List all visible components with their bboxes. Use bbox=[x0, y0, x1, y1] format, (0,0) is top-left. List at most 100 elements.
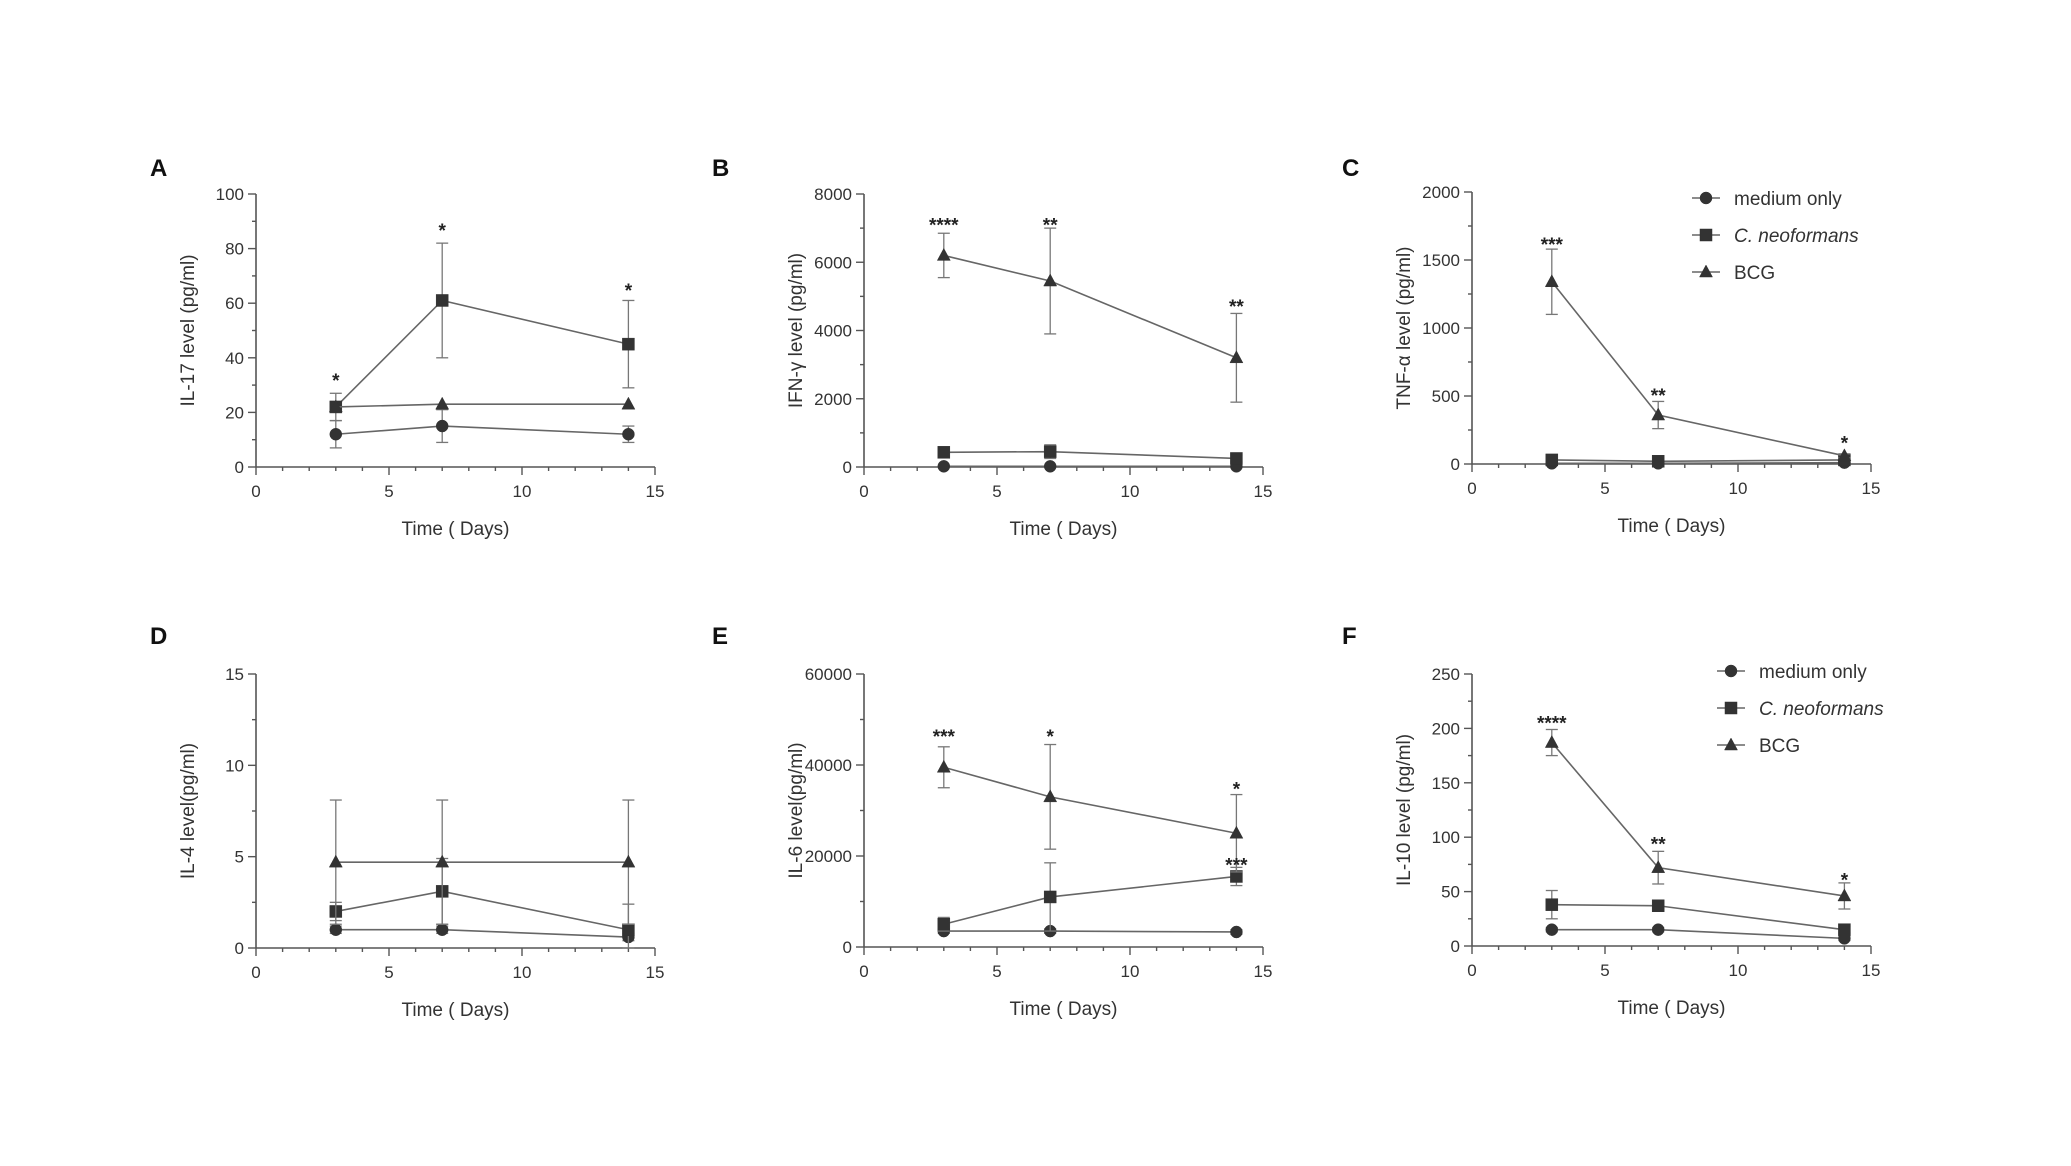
series-square bbox=[937, 444, 1243, 465]
data-point-triangle bbox=[1651, 407, 1666, 421]
x-tick-label: 10 bbox=[1121, 962, 1140, 981]
data-point-triangle bbox=[936, 759, 951, 773]
series-circle bbox=[329, 409, 635, 449]
y-tick-label: 0 bbox=[235, 939, 244, 958]
significance-label: *** bbox=[933, 727, 956, 748]
x-tick-label: 10 bbox=[1729, 479, 1748, 498]
data-point-triangle bbox=[936, 247, 951, 261]
y-tick-label: 10 bbox=[225, 756, 244, 775]
series-circle bbox=[1545, 923, 1851, 945]
series-triangle bbox=[328, 396, 636, 413]
data-point-square bbox=[1651, 455, 1665, 468]
legend-label: medium only bbox=[1734, 189, 1842, 210]
data-point-square bbox=[937, 918, 951, 931]
x-tick-label: 15 bbox=[1254, 482, 1273, 501]
data-point-square bbox=[1043, 445, 1057, 458]
series-line bbox=[335, 928, 629, 938]
series-line bbox=[335, 425, 629, 436]
series-circle bbox=[937, 460, 1243, 473]
y-tick-label: 0 bbox=[843, 938, 852, 957]
legend-label: BCG bbox=[1759, 736, 1800, 757]
y-tick-label: 5 bbox=[235, 848, 244, 867]
significance-label: * bbox=[1233, 779, 1241, 800]
y-axis-title: IL-10 level (pg/ml) bbox=[1394, 734, 1415, 886]
significance-label: ** bbox=[1651, 386, 1666, 407]
data-point-triangle bbox=[621, 396, 636, 410]
data-point-circle bbox=[1651, 923, 1665, 936]
significance-label: ** bbox=[1651, 834, 1666, 855]
data-point-triangle bbox=[621, 854, 636, 868]
x-axis-title: Time ( Days) bbox=[1009, 999, 1117, 1020]
x-tick-label: 5 bbox=[384, 963, 393, 982]
data-point-triangle bbox=[1837, 448, 1852, 462]
x-axis-title: Time ( Days) bbox=[401, 519, 509, 540]
series-line bbox=[943, 766, 1237, 835]
y-tick-label: 1000 bbox=[1422, 319, 1460, 338]
legend-label: BCG bbox=[1734, 263, 1775, 284]
x-axis-title: Time ( Days) bbox=[1617, 998, 1725, 1019]
series-square bbox=[1545, 453, 1851, 468]
data-point-triangle bbox=[435, 396, 450, 410]
series-square bbox=[329, 242, 635, 422]
data-point-circle bbox=[622, 427, 635, 441]
data-point-circle bbox=[937, 460, 951, 473]
data-point-square bbox=[622, 923, 635, 936]
significance-label: * bbox=[1841, 870, 1849, 891]
series-line bbox=[1551, 461, 1845, 465]
significance-label: *** bbox=[1225, 855, 1248, 876]
y-axis-title: IFN-γ level (pg/ml) bbox=[786, 253, 807, 408]
data-point-triangle bbox=[435, 854, 450, 868]
series-triangle bbox=[1544, 248, 1852, 462]
y-tick-label: 20 bbox=[225, 403, 244, 422]
panel-f: F 0 50 100 150 200 250 0 5 10 15 Time ( Days) IL-10 … bbox=[1342, 623, 1884, 1019]
data-point-square bbox=[622, 337, 635, 351]
x-tick-label: 15 bbox=[1862, 961, 1881, 980]
series-circle bbox=[1545, 456, 1851, 470]
series-triangle bbox=[1544, 728, 1852, 910]
data-point-triangle bbox=[1544, 274, 1559, 288]
x-tick-label: 10 bbox=[513, 963, 532, 982]
legend: medium only C. neoformans BCG bbox=[1717, 662, 1884, 757]
y-tick-label: 60000 bbox=[805, 665, 852, 684]
data-point-square bbox=[1545, 898, 1559, 911]
series-line bbox=[943, 450, 1237, 460]
series-line bbox=[943, 254, 1237, 359]
y-tick-label: 20000 bbox=[805, 847, 852, 866]
y-tick-label: 4000 bbox=[814, 322, 852, 341]
series-line bbox=[1551, 928, 1845, 940]
legend-label: C. neoformans bbox=[1759, 699, 1884, 720]
x-tick-label: 15 bbox=[1254, 962, 1273, 981]
series-square bbox=[1545, 889, 1851, 936]
data-point-triangle bbox=[1651, 860, 1666, 873]
panel-a: A 0 20 40 60 80 100 0 5 10 15 Time ( Days) IL-17 lev… bbox=[150, 155, 664, 540]
y-axis-title: IL-4 level(pg/ml) bbox=[178, 743, 199, 879]
data-point-triangle bbox=[1043, 789, 1058, 803]
series-square bbox=[329, 857, 635, 949]
y-tick-label: 60 bbox=[225, 294, 244, 313]
data-point-square bbox=[1230, 452, 1243, 465]
series-line bbox=[943, 875, 1237, 926]
significance-label: * bbox=[438, 221, 446, 242]
x-axis-title: Time ( Days) bbox=[1009, 519, 1117, 540]
significance-label: **** bbox=[1537, 714, 1567, 735]
x-tick-label: 15 bbox=[646, 482, 665, 501]
x-tick-label: 0 bbox=[251, 482, 260, 501]
y-tick-label: 0 bbox=[235, 458, 244, 477]
data-point-square bbox=[1043, 890, 1057, 904]
x-tick-label: 10 bbox=[1121, 482, 1140, 501]
significance-label: * bbox=[1841, 434, 1849, 455]
data-point-circle bbox=[329, 923, 343, 936]
significance-label: * bbox=[332, 371, 340, 392]
significance-label: * bbox=[1046, 727, 1054, 748]
series-line bbox=[943, 930, 1237, 933]
data-point-square bbox=[1838, 923, 1851, 936]
x-axis-title: Time ( Days) bbox=[401, 1000, 509, 1021]
series-line bbox=[1551, 903, 1845, 931]
x-tick-label: 15 bbox=[646, 963, 665, 982]
data-point-triangle bbox=[1229, 350, 1244, 364]
series-triangle bbox=[328, 799, 636, 925]
legend: medium only C. neoformans BCG bbox=[1692, 189, 1859, 284]
series-circle bbox=[937, 924, 1243, 939]
legend-circle-icon bbox=[1724, 664, 1738, 678]
series-triangle bbox=[936, 743, 1244, 873]
